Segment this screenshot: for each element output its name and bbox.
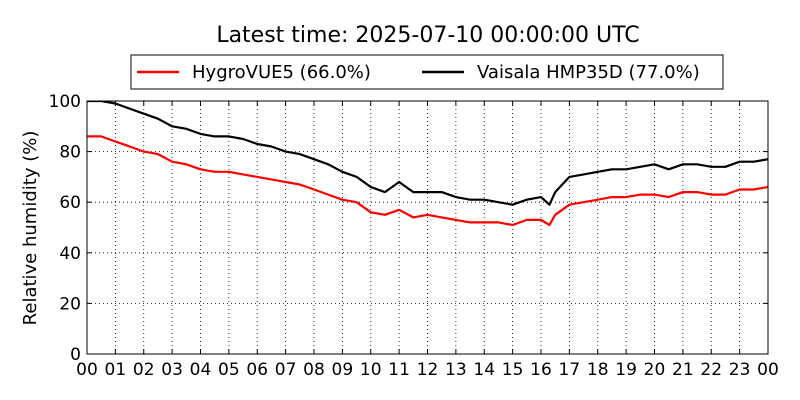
plot-frame	[86, 100, 769, 355]
x-tick-label: 07	[275, 360, 297, 380]
y-tick-label: 60	[59, 193, 81, 213]
x-tick-label: 16	[530, 360, 552, 380]
x-tick-label: 15	[502, 360, 524, 380]
x-tick-label: 05	[218, 360, 240, 380]
y-tick-label: 20	[59, 294, 81, 314]
legend-label: Vaisala HMP35D (77.0%)	[477, 62, 700, 83]
legend: HygroVUE5 (66.0%) Vaisala HMP35D (77.0%)	[130, 54, 724, 90]
x-tick-label: 09	[332, 360, 354, 380]
y-tick-label: 40	[59, 244, 81, 264]
chart-title: Latest time: 2025-07-10 00:00:00 UTC	[216, 23, 639, 48]
x-tick-label: 23	[729, 360, 751, 380]
grid	[87, 101, 768, 354]
x-axis: 00 01 02 03 04 05 06 07 08 09 10 11 12 13 14 15 16 17 18 19…	[76, 101, 779, 380]
x-tick-label: 21	[672, 360, 694, 380]
x-tick-label: 10	[360, 360, 382, 380]
x-tick-label: 04	[190, 360, 212, 380]
x-tick-label: 08	[303, 360, 325, 380]
legend-label: HygroVUE5 (66.0%)	[192, 62, 371, 83]
x-tick-label: 06	[246, 360, 268, 380]
series-line-1	[87, 101, 768, 206]
x-tick-label: 18	[587, 360, 609, 380]
y-axis: 0 20 40 60 80 100	[49, 92, 768, 365]
x-tick-label: 11	[388, 360, 410, 380]
x-tick-label: 02	[133, 360, 155, 380]
x-tick-label: 13	[445, 360, 467, 380]
x-tick-label: 01	[105, 360, 127, 380]
x-tick-label: 19	[615, 360, 637, 380]
x-tick-label: 17	[559, 360, 581, 380]
x-tick-label: 20	[644, 360, 666, 380]
x-tick-label: 22	[700, 360, 722, 380]
y-axis-label: Relative humidity (%)	[20, 131, 41, 326]
x-tick-label: 14	[473, 360, 495, 380]
x-tick-label: 03	[161, 360, 183, 380]
y-tick-label: 100	[49, 92, 81, 112]
x-tick-label: 12	[417, 360, 439, 380]
y-tick-label: 80	[59, 143, 81, 163]
x-tick-label: 00	[757, 360, 779, 380]
y-tick-label: 0	[70, 345, 81, 365]
series-lines	[87, 101, 768, 227]
series-line-0	[87, 135, 768, 227]
x-tick-label: 00	[76, 360, 98, 380]
